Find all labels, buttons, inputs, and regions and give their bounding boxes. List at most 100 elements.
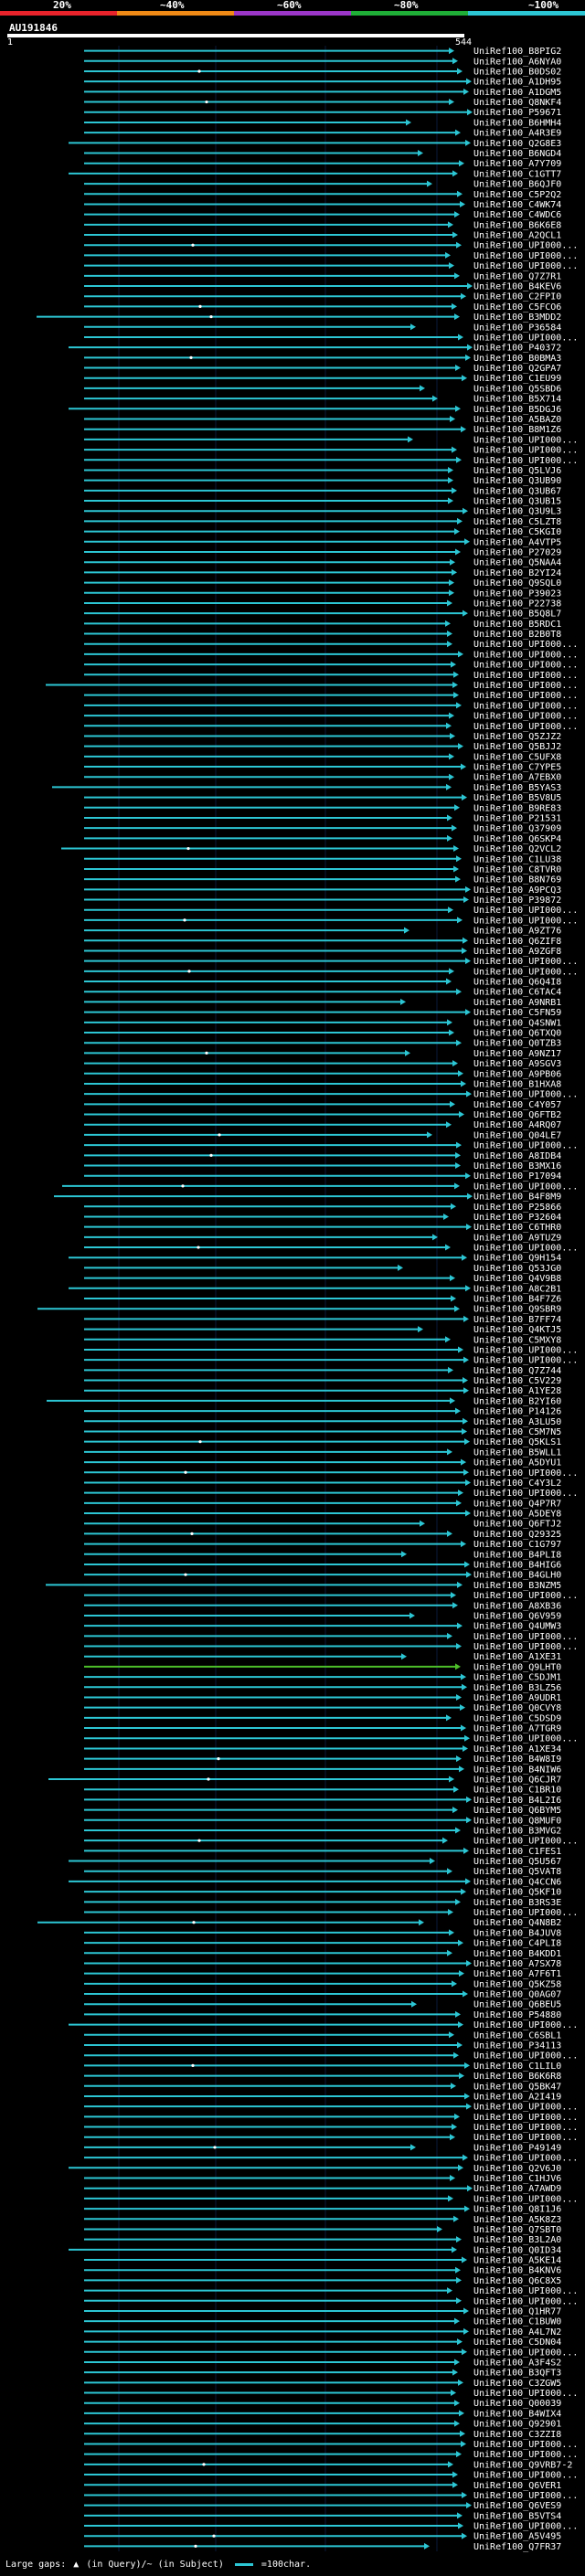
- hit-label[interactable]: UniRef100_A5BAZ0: [473, 415, 561, 425]
- hit-label[interactable]: UniRef100_C1BUW0: [473, 2317, 561, 2327]
- hit-label[interactable]: UniRef100_UPI000...: [473, 1244, 578, 1254]
- hit-label[interactable]: UniRef100_A9SGV3: [473, 1059, 561, 1069]
- hit-label[interactable]: UniRef100_B4F8M9: [473, 1193, 561, 1203]
- hit-label[interactable]: UniRef100_A4VTP5: [473, 537, 561, 547]
- hit-label[interactable]: UniRef100_B8M1Z6: [473, 425, 561, 435]
- hit-label[interactable]: UniRef100_A7F6T1: [473, 1969, 561, 1979]
- hit-label[interactable]: UniRef100_B1HXA8: [473, 1079, 561, 1089]
- hit-label[interactable]: UniRef100_C5M7N5: [473, 1427, 561, 1437]
- hit-label[interactable]: UniRef100_UPI000...: [473, 712, 578, 722]
- hit-label[interactable]: UniRef100_C5P2Q2: [473, 190, 561, 200]
- hit-label[interactable]: UniRef100_UPI000...: [473, 261, 578, 271]
- hit-label[interactable]: UniRef100_Q2GPA7: [473, 364, 561, 374]
- hit-label[interactable]: UniRef100_B3L2A0: [473, 2235, 561, 2245]
- hit-label[interactable]: UniRef100_B5RDC1: [473, 620, 561, 630]
- hit-label[interactable]: UniRef100_B0DS02: [473, 67, 561, 77]
- hit-label[interactable]: UniRef100_Q53JG0: [473, 1264, 561, 1274]
- hit-label[interactable]: UniRef100_UPI000...: [473, 2154, 578, 2164]
- hit-label[interactable]: UniRef100_Q6VER1: [473, 2481, 561, 2491]
- hit-label[interactable]: UniRef100_B4JUV8: [473, 1928, 561, 1938]
- hit-label[interactable]: UniRef100_B4PLI8: [473, 1550, 561, 1560]
- hit-label[interactable]: UniRef100_C3ZZI8: [473, 2430, 561, 2440]
- hit-label[interactable]: UniRef100_UPI000...: [473, 2440, 578, 2450]
- hit-label[interactable]: UniRef100_C4Y3L2: [473, 1479, 561, 1489]
- hit-label[interactable]: UniRef100_C4WK74: [473, 200, 561, 210]
- hit-label[interactable]: UniRef100_UPI000...: [473, 906, 578, 916]
- hit-label[interactable]: UniRef100_Q6VES9: [473, 2501, 561, 2511]
- hit-label[interactable]: UniRef100_Q5SBD6: [473, 384, 561, 394]
- hit-label[interactable]: UniRef100_P59671: [473, 108, 561, 118]
- hit-label[interactable]: UniRef100_B6NGD4: [473, 149, 561, 159]
- hit-label[interactable]: UniRef100_Q2V6J0: [473, 2164, 561, 2174]
- hit-label[interactable]: UniRef100_A9ZGF8: [473, 947, 561, 957]
- hit-label[interactable]: UniRef100_C5DJM1: [473, 1673, 561, 1683]
- hit-label[interactable]: UniRef100_C2FPI0: [473, 292, 561, 302]
- hit-label[interactable]: UniRef100_UPI000...: [473, 2113, 578, 2123]
- hit-label[interactable]: UniRef100_C7YPE5: [473, 763, 561, 773]
- hit-label[interactable]: UniRef100_P54880: [473, 2010, 561, 2020]
- hit-label[interactable]: UniRef100_Q9LHT0: [473, 1662, 561, 1672]
- hit-label[interactable]: UniRef100_Q8NKF4: [473, 98, 561, 108]
- hit-label[interactable]: UniRef100_C1G797: [473, 1540, 561, 1550]
- hit-label[interactable]: UniRef100_C5UFX8: [473, 752, 561, 762]
- hit-label[interactable]: UniRef100_B9RE83: [473, 803, 561, 813]
- hit-label[interactable]: UniRef100_Q5VAT8: [473, 1867, 561, 1877]
- hit-label[interactable]: UniRef100_A5DEY8: [473, 1510, 561, 1520]
- hit-label[interactable]: UniRef100_C5KGI0: [473, 527, 561, 537]
- hit-label[interactable]: UniRef100_C5DSD9: [473, 1713, 561, 1723]
- hit-label[interactable]: UniRef100_B5DGJ6: [473, 405, 561, 415]
- hit-label[interactable]: UniRef100_Q9SBR9: [473, 1305, 561, 1315]
- hit-label[interactable]: UniRef100_UPI000...: [473, 650, 578, 660]
- hit-label[interactable]: UniRef100_UPI000...: [473, 661, 578, 671]
- hit-label[interactable]: UniRef100_Q4CCN6: [473, 1877, 561, 1887]
- hit-label[interactable]: UniRef100_C5MXY8: [473, 1335, 561, 1345]
- hit-label[interactable]: UniRef100_B3MVG2: [473, 1826, 561, 1836]
- hit-label[interactable]: UniRef100_B3MDD2: [473, 313, 561, 323]
- hit-label[interactable]: UniRef100_Q4SNW1: [473, 1018, 561, 1028]
- hit-label[interactable]: UniRef100_Q7Z7R1: [473, 271, 561, 281]
- hit-label[interactable]: UniRef100_Q4P7R7: [473, 1499, 561, 1509]
- hit-label[interactable]: UniRef100_UPI000...: [473, 2051, 578, 2062]
- hit-label[interactable]: UniRef100_C1LIL0: [473, 2062, 561, 2072]
- hit-label[interactable]: UniRef100_Q9SQL0: [473, 578, 561, 588]
- hit-label[interactable]: UniRef100_A7AWD9: [473, 2184, 561, 2194]
- hit-label[interactable]: UniRef100_Q3U9L3: [473, 507, 561, 517]
- hit-label[interactable]: UniRef100_P40372: [473, 344, 561, 354]
- hit-label[interactable]: UniRef100_UPI000...: [473, 456, 578, 466]
- hit-label[interactable]: UniRef100_UPI000...: [473, 1642, 578, 1652]
- hit-label[interactable]: UniRef100_B4KNV6: [473, 2266, 561, 2276]
- hit-label[interactable]: UniRef100_C4PLI8: [473, 1939, 561, 1949]
- hit-label[interactable]: UniRef100_P39872: [473, 896, 561, 906]
- hit-label[interactable]: UniRef100_B5YAS3: [473, 783, 561, 793]
- hit-label[interactable]: UniRef100_UPI000...: [473, 1734, 578, 1744]
- hit-label[interactable]: UniRef100_C5FN59: [473, 1008, 561, 1018]
- hit-label[interactable]: UniRef100_UPI000...: [473, 967, 578, 977]
- hit-label[interactable]: UniRef100_A5DYU1: [473, 1458, 561, 1468]
- hit-label[interactable]: UniRef100_A9ZT76: [473, 927, 561, 937]
- hit-label[interactable]: UniRef100_Q2VCL2: [473, 844, 561, 854]
- hit-label[interactable]: UniRef100_P22738: [473, 599, 561, 609]
- hit-label[interactable]: UniRef100_B3QFT3: [473, 2369, 561, 2379]
- hit-label[interactable]: UniRef100_UPI000...: [473, 722, 578, 732]
- hit-label[interactable]: UniRef100_B4F7Z6: [473, 1295, 561, 1305]
- hit-label[interactable]: UniRef100_Q6BEU5: [473, 2000, 561, 2010]
- hit-label[interactable]: UniRef100_Q00039: [473, 2399, 561, 2409]
- hit-label[interactable]: UniRef100_B3NZM5: [473, 1581, 561, 1591]
- hit-label[interactable]: UniRef100_UPI000...: [473, 435, 578, 445]
- hit-label[interactable]: UniRef100_B3RS3E: [473, 1898, 561, 1908]
- hit-label[interactable]: UniRef100_UPI000...: [473, 691, 578, 701]
- hit-label[interactable]: UniRef100_Q0AG07: [473, 1990, 561, 2000]
- hit-label[interactable]: UniRef100_UPI000...: [473, 2194, 578, 2204]
- hit-label[interactable]: UniRef100_UPI000...: [473, 1090, 578, 1100]
- hit-label[interactable]: UniRef100_Q3UB90: [473, 476, 561, 486]
- hit-label[interactable]: UniRef100_C5V229: [473, 1376, 561, 1386]
- hit-label[interactable]: UniRef100_P49149: [473, 2143, 561, 2153]
- hit-label[interactable]: UniRef100_UPI000...: [473, 2296, 578, 2306]
- hit-label[interactable]: UniRef100_B5VTS4: [473, 2511, 561, 2521]
- hit-label[interactable]: UniRef100_C1HJV6: [473, 2174, 561, 2184]
- hit-label[interactable]: UniRef100_P17094: [473, 1171, 561, 1182]
- hit-label[interactable]: UniRef100_Q5KLS1: [473, 1437, 561, 1447]
- hit-label[interactable]: UniRef100_Q5BK47: [473, 2082, 561, 2092]
- hit-label[interactable]: UniRef100_Q4N8B2: [473, 1918, 561, 1928]
- hit-label[interactable]: UniRef100_Q5KF10: [473, 1888, 561, 1898]
